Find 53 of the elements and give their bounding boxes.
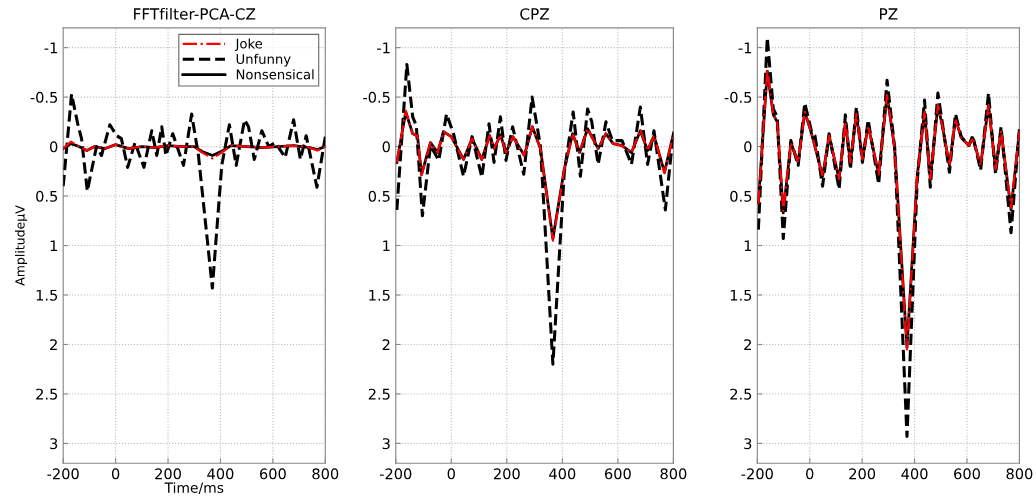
y-tick-label: 3 <box>382 438 390 450</box>
y-tick-label: 3 <box>744 438 752 450</box>
y-tick-label: -0.5 <box>363 91 390 103</box>
x-tick-label: 400 <box>901 468 928 480</box>
x-tick-label: 600 <box>954 468 980 480</box>
x-tick-label: 800 <box>312 468 339 480</box>
legend-label: Joke <box>234 38 263 52</box>
legend-label: Unfunny <box>236 53 291 67</box>
x-axis-title: Time/ms <box>164 482 224 495</box>
chart-title: FFTfilter-PCA-CZ <box>134 7 256 20</box>
y-tick-label: -1 <box>738 42 752 54</box>
x-tick-label: -200 <box>47 468 79 480</box>
y-tick-label: 0 <box>50 141 58 153</box>
y-tick-label: 1.5 <box>36 289 58 301</box>
y-tick-label: 0 <box>744 141 752 153</box>
y-tick-label: 1.5 <box>730 289 752 301</box>
x-tick-label: 0 <box>447 468 455 480</box>
y-axis-title: AmplitudeμV <box>15 205 28 286</box>
x-tick-label: -200 <box>741 468 773 480</box>
x-tick-label: 400 <box>207 468 234 480</box>
chart-title: CPZ <box>520 8 550 20</box>
x-tick-label: 0 <box>111 468 120 480</box>
y-tick-label: -1 <box>377 42 390 54</box>
y-tick-label: 2 <box>744 339 751 351</box>
y-tick-label: 0.5 <box>730 190 752 202</box>
chart-title: PZ <box>880 8 898 20</box>
y-tick-label: 0.5 <box>368 190 390 202</box>
y-tick-label: 0.5 <box>36 190 58 202</box>
x-tick-label: 200 <box>155 468 181 480</box>
x-tick-label: -200 <box>379 468 412 480</box>
y-tick-label: 0 <box>382 141 390 153</box>
legend-label: Nonsensical <box>236 69 314 80</box>
y-tick-label: 2 <box>50 339 57 351</box>
x-tick-label: 800 <box>660 468 687 480</box>
y-tick-label: 2.5 <box>36 388 58 400</box>
y-tick-label: 1 <box>383 240 390 252</box>
y-tick-label: 1 <box>50 240 57 252</box>
x-tick-label: 600 <box>259 468 286 480</box>
y-tick-label: -1 <box>44 42 57 54</box>
x-tick-label: 800 <box>1006 468 1033 480</box>
y-tick-label: 2.5 <box>368 388 390 400</box>
x-tick-label: 200 <box>493 468 520 480</box>
y-tick-label: -0.5 <box>30 91 58 103</box>
y-tick-label: 3 <box>50 438 58 450</box>
x-tick-label: 0 <box>806 468 814 480</box>
y-tick-label: 2.5 <box>730 388 752 400</box>
x-tick-label: 200 <box>849 468 876 480</box>
y-tick-label: 1.5 <box>369 289 390 301</box>
x-tick-label: 600 <box>604 468 631 480</box>
y-tick-label: -0.5 <box>724 91 752 103</box>
y-tick-label: 2 <box>382 339 390 351</box>
x-tick-label: 400 <box>549 468 576 480</box>
y-tick-label: 1 <box>744 240 752 252</box>
